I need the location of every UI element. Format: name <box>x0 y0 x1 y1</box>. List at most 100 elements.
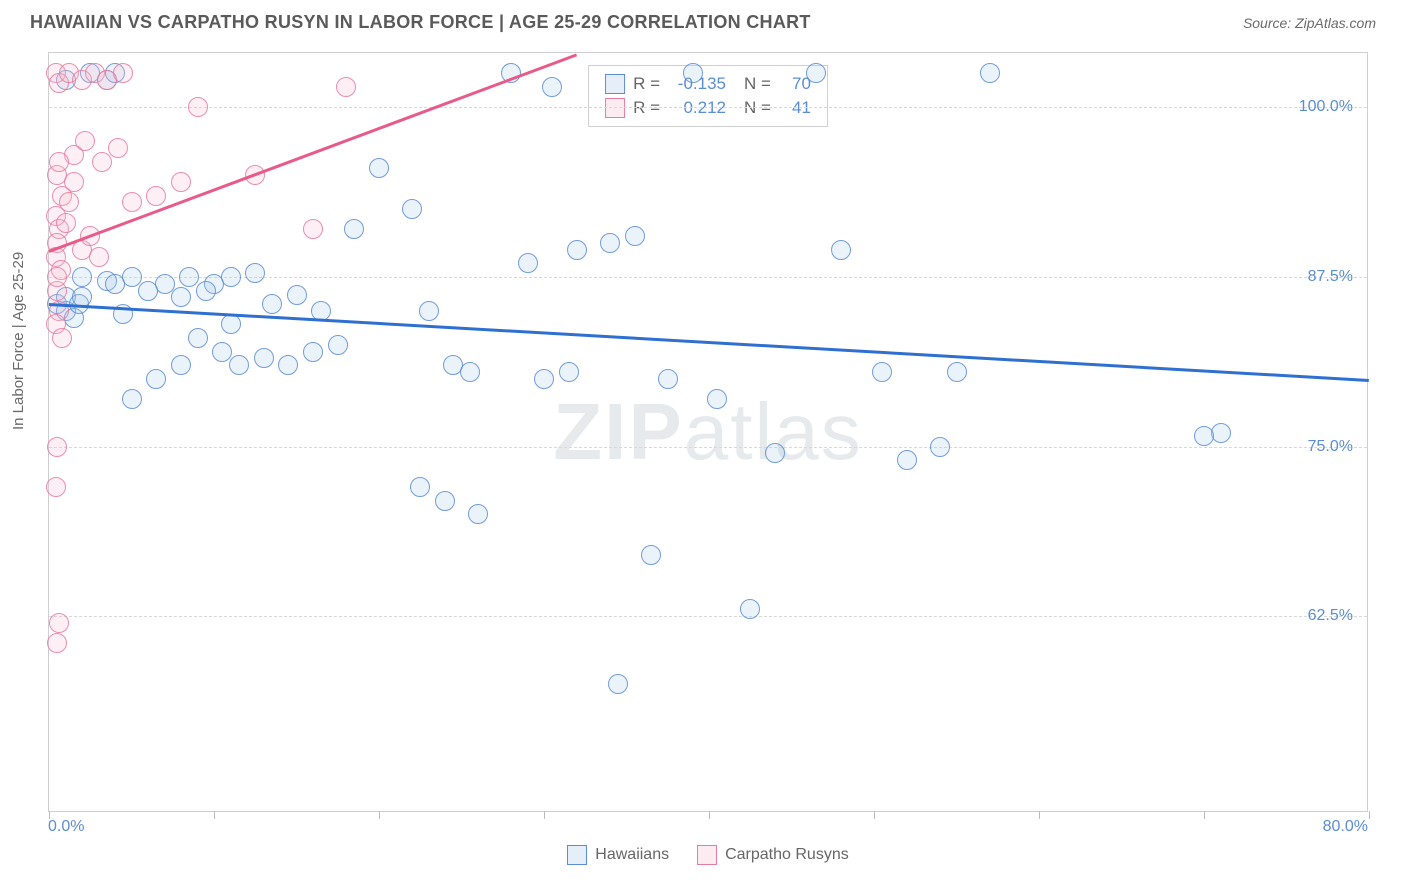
scatter-point <box>947 362 967 382</box>
scatter-point <box>1194 426 1214 446</box>
legend-swatch <box>697 845 717 865</box>
scatter-point <box>64 172 84 192</box>
scatter-point <box>402 199 422 219</box>
y-axis-label: In Labor Force | Age 25-29 <box>10 252 27 430</box>
scatter-point <box>287 285 307 305</box>
scatter-point <box>831 240 851 260</box>
scatter-point <box>146 369 166 389</box>
scatter-point <box>303 342 323 362</box>
scatter-point <box>740 599 760 619</box>
scatter-point <box>930 437 950 457</box>
y-tick-label: 75.0% <box>1308 438 1353 456</box>
scatter-point <box>369 158 389 178</box>
scatter-point <box>47 437 67 457</box>
scatter-point <box>683 63 703 83</box>
scatter-point <box>138 281 158 301</box>
scatter-point <box>47 633 67 653</box>
scatter-point <box>49 152 69 172</box>
scatter-point <box>171 355 191 375</box>
scatter-point <box>435 491 455 511</box>
scatter-point <box>122 192 142 212</box>
x-tick <box>1204 811 1205 819</box>
scatter-point <box>108 138 128 158</box>
legend-item: Hawaiians <box>567 845 669 865</box>
x-axis-min-label: 0.0% <box>48 818 84 836</box>
scatter-point <box>122 267 142 287</box>
scatter-point <box>468 504 488 524</box>
scatter-point <box>46 477 66 497</box>
legend-swatch <box>567 845 587 865</box>
scatter-point <box>221 267 241 287</box>
scatter-point <box>262 294 282 314</box>
stats-row: R =-0.135N =70 <box>605 72 811 96</box>
scatter-point <box>518 253 538 273</box>
x-tick <box>874 811 875 819</box>
x-tick <box>214 811 215 819</box>
scatter-point <box>567 240 587 260</box>
scatter-point <box>221 314 241 334</box>
scatter-point <box>89 247 109 267</box>
scatter-point <box>72 267 92 287</box>
y-tick-label: 87.5% <box>1308 268 1353 286</box>
scatter-point <box>460 362 480 382</box>
source-attribution: Source: ZipAtlas.com <box>1243 15 1376 31</box>
scatter-point <box>229 355 249 375</box>
x-tick <box>709 811 710 819</box>
scatter-point <box>196 281 216 301</box>
scatter-point <box>625 226 645 246</box>
scatter-point <box>410 477 430 497</box>
scatter-point <box>188 328 208 348</box>
gridline <box>49 447 1367 448</box>
scatter-point <box>419 301 439 321</box>
gridline <box>49 616 1367 617</box>
x-tick <box>1039 811 1040 819</box>
scatter-point <box>641 545 661 565</box>
scatter-point <box>336 77 356 97</box>
scatter-point <box>146 186 166 206</box>
scatter-point <box>171 287 191 307</box>
legend-label: Carpatho Rusyns <box>725 846 849 864</box>
scatter-point <box>59 192 79 212</box>
scatter-point <box>113 63 133 83</box>
scatter-point <box>806 63 826 83</box>
scatter-point <box>658 369 678 389</box>
y-tick-label: 100.0% <box>1299 98 1353 116</box>
scatter-point <box>122 389 142 409</box>
y-tick-label: 62.5% <box>1308 607 1353 625</box>
scatter-point <box>179 267 199 287</box>
x-tick <box>544 811 545 819</box>
scatter-point <box>980 63 1000 83</box>
scatter-point <box>171 172 191 192</box>
scatter-chart: ZIPatlas R =-0.135N =70R =0.212N =41 62.… <box>48 52 1368 812</box>
scatter-point <box>303 219 323 239</box>
chart-legend: Hawaiians Carpatho Rusyns <box>48 845 1368 865</box>
stats-n-label: N = <box>744 74 771 94</box>
scatter-point <box>92 152 112 172</box>
scatter-point <box>278 355 298 375</box>
scatter-point <box>245 263 265 283</box>
scatter-point <box>600 233 620 253</box>
correlation-stats-box: R =-0.135N =70R =0.212N =41 <box>588 65 828 127</box>
chart-title: HAWAIIAN VS CARPATHO RUSYN IN LABOR FORC… <box>30 12 811 33</box>
scatter-point <box>897 450 917 470</box>
scatter-point <box>765 443 785 463</box>
legend-item: Carpatho Rusyns <box>697 845 849 865</box>
scatter-point <box>344 219 364 239</box>
scatter-point <box>52 328 72 348</box>
scatter-point <box>534 369 554 389</box>
scatter-point <box>254 348 274 368</box>
series-swatch <box>605 74 625 94</box>
scatter-point <box>75 131 95 151</box>
scatter-point <box>49 613 69 633</box>
scatter-point <box>212 342 232 362</box>
scatter-point <box>56 213 76 233</box>
gridline <box>49 107 1367 108</box>
scatter-point <box>707 389 727 409</box>
legend-label: Hawaiians <box>595 846 669 864</box>
stats-r-label: R = <box>633 74 660 94</box>
scatter-point <box>542 77 562 97</box>
scatter-point <box>188 97 208 117</box>
scatter-point <box>47 267 67 287</box>
scatter-point <box>608 674 628 694</box>
x-tick <box>1369 811 1370 819</box>
